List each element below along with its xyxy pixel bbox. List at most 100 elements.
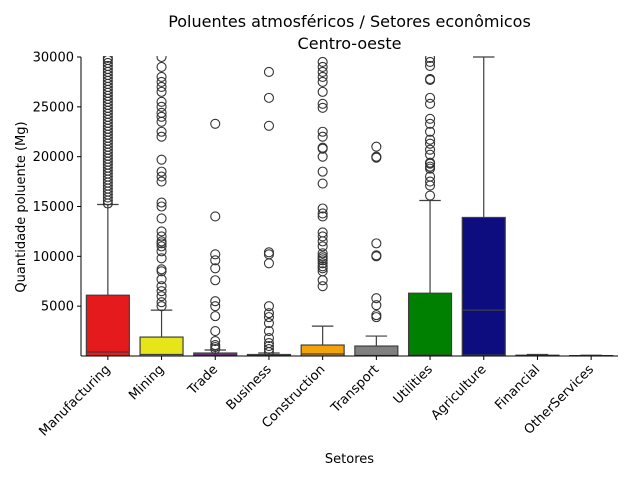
outlier-point-construction bbox=[317, 66, 328, 77]
y-tick-label: 20000 bbox=[33, 150, 74, 165]
outlier-point-construction bbox=[317, 251, 328, 262]
outlier-point-construction bbox=[317, 261, 328, 272]
y-tick-label: 25000 bbox=[33, 100, 74, 115]
outlier-point-construction bbox=[317, 203, 328, 214]
chart-title: Poluentes atmosféricos / Setores econômi… bbox=[168, 12, 531, 31]
outlier-point-business bbox=[263, 326, 275, 337]
outlier-point-business bbox=[263, 312, 275, 323]
outlier-point-mining bbox=[156, 264, 167, 275]
outlier-point-mining bbox=[156, 61, 167, 73]
outlier-point-construction bbox=[317, 231, 328, 242]
outlier-point-mining bbox=[156, 86, 167, 97]
outlier-point-mining bbox=[156, 246, 167, 257]
outlier-point-construction bbox=[317, 178, 328, 189]
outlier-point-business bbox=[263, 308, 275, 319]
outlier-point-utilities bbox=[424, 171, 436, 182]
outlier-point-mining bbox=[156, 166, 167, 177]
plot-marks bbox=[85, 56, 614, 356]
outlier-point-utilities bbox=[425, 56, 436, 64]
outlier-point-manufacturing bbox=[102, 56, 113, 64]
x-tick-label: Trade bbox=[185, 362, 221, 398]
x-tick-label: Business bbox=[224, 362, 275, 413]
outlier-point-construction bbox=[317, 76, 328, 87]
outlier-point-mining bbox=[156, 131, 167, 142]
outlier-point-mining bbox=[156, 176, 167, 187]
plot-area: 5000 10000 15000 20000 25000 30000 Manufacturi… bbox=[33, 51, 618, 439]
x-tick-label: Mining bbox=[126, 362, 167, 403]
x-tick-label: Transport bbox=[328, 362, 382, 416]
outlier-point-utilities bbox=[424, 60, 436, 72]
outlier-point-utilities bbox=[424, 73, 436, 84]
outlier-point-mining bbox=[156, 96, 167, 107]
outlier-point-mining bbox=[156, 274, 167, 285]
outlier-point-construction bbox=[317, 98, 328, 109]
outlier-point-business bbox=[263, 340, 275, 352]
box-transport bbox=[354, 345, 399, 356]
outlier-point-construction bbox=[317, 71, 328, 82]
y-axis-label: Quantidade poluente (Mg) bbox=[14, 121, 29, 292]
outlier-point-transport bbox=[371, 250, 382, 261]
outlier-point-utilities bbox=[424, 144, 436, 155]
outlier-point-mining bbox=[156, 126, 167, 137]
outlier-point-transport bbox=[371, 310, 382, 321]
outlier-point-utilities bbox=[424, 92, 436, 103]
outlier-point-business bbox=[263, 258, 275, 269]
outlier-point-construction bbox=[317, 142, 328, 153]
outlier-point-transport bbox=[371, 300, 382, 311]
outlier-point-trade bbox=[210, 255, 221, 266]
outlier-point-mining bbox=[156, 56, 167, 63]
outlier-point-construction bbox=[317, 126, 328, 137]
outlier-point-utilities bbox=[424, 126, 436, 137]
outlier-point-utilities bbox=[424, 56, 436, 68]
chart-subtitle: Centro-oeste bbox=[298, 34, 402, 53]
outlier-point-mining bbox=[156, 107, 167, 118]
outlier-point-mining bbox=[156, 201, 167, 212]
outlier-point-mining bbox=[156, 301, 167, 312]
y-tick-label: 15000 bbox=[33, 200, 74, 215]
outlier-point-mining bbox=[156, 71, 167, 82]
outlier-point-utilities bbox=[424, 161, 436, 172]
x-tick-label: Utilities bbox=[391, 362, 436, 407]
outlier-point-trade bbox=[210, 301, 221, 312]
outlier-point-mining bbox=[156, 111, 167, 122]
outlier-point-utilities bbox=[424, 134, 436, 145]
outlier-point-mining bbox=[156, 297, 167, 308]
outlier-point-manufacturing bbox=[102, 57, 113, 69]
outlier-point-construction bbox=[317, 56, 328, 68]
outlier-point-mining bbox=[156, 286, 167, 297]
outlier-point-business bbox=[263, 343, 275, 355]
outlier-point-construction bbox=[317, 102, 328, 113]
outlier-point-mining bbox=[156, 154, 167, 165]
box-mining bbox=[139, 336, 184, 356]
outlier-point-construction bbox=[317, 241, 328, 252]
outlier-point-transport bbox=[371, 293, 382, 304]
outlier-point-construction bbox=[317, 208, 328, 219]
outlier-point-utilities bbox=[424, 98, 436, 109]
box-agriculture bbox=[461, 216, 506, 356]
outlier-point-trade bbox=[210, 335, 221, 347]
outlier-point-mining bbox=[156, 171, 167, 182]
y-tick-label: 30000 bbox=[33, 51, 74, 66]
outlier-point-mining bbox=[156, 213, 167, 224]
box-utilities bbox=[407, 292, 453, 356]
outlier-point-utilities bbox=[424, 157, 436, 168]
outlier-point-mining bbox=[156, 291, 167, 302]
outlier-point-trade bbox=[210, 249, 221, 260]
outlier-point-trade bbox=[210, 326, 221, 337]
outlier-point-mining bbox=[156, 253, 167, 264]
outlier-point-trade bbox=[210, 296, 221, 307]
outlier-point-mining bbox=[156, 236, 167, 247]
outlier-point-mining bbox=[156, 241, 167, 252]
y-tick-label: 5000 bbox=[41, 300, 74, 315]
outlier-point-mining bbox=[156, 226, 167, 237]
x-tick-label: Agriculture bbox=[428, 362, 489, 423]
outlier-point-mining bbox=[156, 281, 167, 292]
y-tick-label: 10000 bbox=[33, 250, 74, 265]
outlier-point-utilities bbox=[424, 190, 436, 201]
outlier-point-trade bbox=[210, 263, 221, 274]
x-tick-label: Financial bbox=[492, 362, 543, 413]
outlier-point-utilities bbox=[424, 176, 436, 187]
outlier-point-transport bbox=[371, 141, 382, 152]
outlier-point-transport bbox=[371, 151, 382, 162]
outlier-point-construction bbox=[317, 281, 328, 292]
